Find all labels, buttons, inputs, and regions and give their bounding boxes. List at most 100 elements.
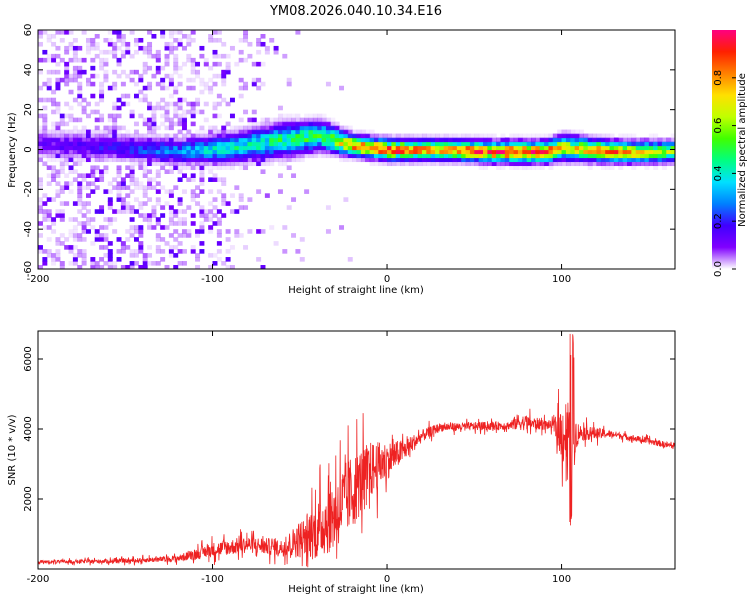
spectrogram-cell [186,157,192,163]
spectrogram-cell [456,145,462,151]
spectrogram-cell [325,129,331,135]
spectrogram-cell [38,149,43,155]
spectrogram-cell [99,233,105,238]
spectrogram-cell [487,133,493,139]
spectrogram-cell [46,81,52,87]
spectrogram-cell [133,81,139,87]
spectrogram-cell [199,241,205,246]
spectrogram-cell [160,153,166,159]
spectrogram-cell [247,161,253,167]
spectrogram-cell [517,149,523,155]
spectrogram-cell [404,145,410,151]
spectrogram-cell [247,133,253,139]
spectrogram-cell [99,225,105,230]
spectrogram-cell [90,129,96,135]
spectrogram-cell [55,85,61,91]
spectrogram-cell [85,209,91,214]
spectrogram-cell [339,133,345,139]
spectrogram-cell [138,133,144,139]
spectrogram-cell [129,113,135,119]
spectrogram-cell [291,133,297,139]
spectrogram-cell [181,113,187,119]
spectrogram-cell [513,149,519,155]
spectrogram-cell [299,117,305,123]
spectrogram-cell [644,137,650,143]
spectrogram-cell [168,117,174,123]
spectrogram-cell [561,141,567,147]
spectrogram-cell [264,141,270,147]
spectrogram-cell [670,153,675,159]
spectrogram-cell [517,161,523,167]
spectrogram-cell [147,217,153,222]
spectrogram-cell [77,141,83,147]
spectrogram-cell [260,141,266,147]
spectrogram-cell [177,197,183,202]
figure-title: YM08.2026.040.10.34.E16 [269,4,442,19]
spectrogram-cell [160,165,166,171]
spectrogram-cell [522,145,528,151]
spectrogram-cell [90,57,96,63]
spectrogram-cell [317,153,323,159]
spectrogram-cell [133,93,139,99]
spectrogram-x-ticks: -200 -100 0 100 [27,30,571,285]
spectrogram-cell [99,169,105,174]
spectrogram-cell [59,161,65,167]
spectrogram-cell [216,189,222,194]
spectrogram-cell [112,69,118,75]
spectrogram-cell [99,129,105,135]
spectrogram-cell [129,77,135,83]
spectrogram-cell [330,145,336,151]
spectrogram-cell [181,145,187,151]
spectrogram-cell [81,109,87,115]
spectrogram-cell [85,149,91,155]
spectrogram-cell [155,221,161,226]
spectrogram-cell [155,201,161,206]
spectrogram-cell [561,133,567,139]
spectrogram-cell [199,181,205,186]
spectrogram-cell [343,137,349,143]
spectrogram-cell [64,69,70,75]
spectrogram-cell [225,133,231,139]
spectrogram-cell [334,153,340,159]
spectrogram-cell [51,165,57,171]
spectrogram-cell [635,141,641,147]
spectrogram-cell [579,137,584,143]
spectrogram-cell [491,141,497,147]
spectrogram-cell [168,141,174,147]
spectrogram-cell [68,105,74,111]
spectrogram-cell [177,97,183,103]
spectrogram-cell [469,157,475,163]
spectrogram-cell [531,157,536,163]
spectrogram-cell [46,137,52,143]
spectrogram-cell [421,145,427,151]
spectrogram-cell [46,153,52,159]
spectrogram-cell [120,141,126,147]
spectrogram-cell [147,121,153,127]
spectrogram-cell [216,30,222,35]
spectrogram-cell [81,149,87,155]
spectrogram-cell [269,129,275,135]
spectrogram-cell [68,45,74,51]
spectrogram-cell [343,149,349,155]
spectrogram-cell [382,137,388,143]
spectrogram-cell [286,153,292,159]
spectrogram-cell [72,133,78,139]
spectrogram-cell [51,173,57,178]
spectrogram-cell [64,61,70,67]
spectrogram-cell [574,137,580,143]
spectrogram-cell [138,77,144,83]
spectrogram-cell [504,145,510,151]
spectrogram-cell [308,129,314,135]
spectrogram-cell [251,125,257,131]
spectrogram-cell [147,149,153,155]
spectrogram-cell [548,145,554,151]
spectrogram-cell [173,69,179,75]
spectrogram-cell [99,85,105,91]
spectrogram-cell [107,181,113,186]
spectrogram-cell [55,173,61,178]
spectrogram-cell [483,141,488,147]
spectrogram-cell [522,161,528,167]
spectrogram-cell [199,77,205,83]
spectrogram-cell [413,141,419,147]
spectrogram-cell [55,189,61,194]
